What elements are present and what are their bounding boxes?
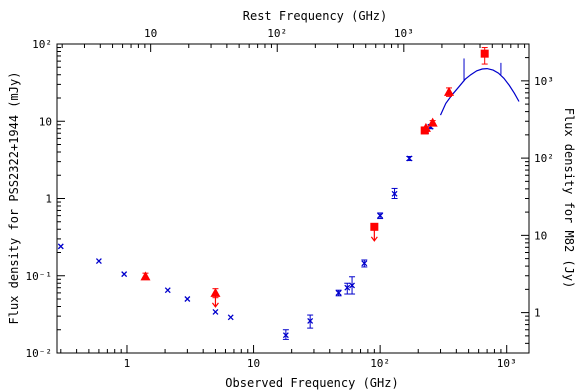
data-point-cross — [212, 308, 219, 315]
top-x-tick-label: 10 — [144, 27, 157, 40]
data-point-cross — [377, 212, 384, 219]
data-point-cross — [227, 314, 234, 321]
data-point-cross — [344, 284, 351, 291]
y-tick-label: 10² — [32, 38, 52, 51]
y-tick-label: 10⁻² — [26, 347, 53, 360]
right-y-tick-label: 10³ — [534, 75, 554, 88]
data-point-cross — [57, 243, 64, 250]
data-point-triangle — [420, 122, 431, 132]
data-point-cross — [282, 332, 289, 339]
x-tick-label: 1 — [124, 357, 131, 370]
data-point-cross — [349, 282, 356, 289]
data-point-cross — [95, 258, 102, 265]
data-point-triangle — [427, 117, 438, 127]
y-axis-label: Flux density for PSS2322+1944 (mJy) — [7, 72, 21, 325]
data-point-cross — [164, 287, 171, 294]
y-tick-label: 1 — [45, 193, 52, 206]
right-y-tick-label: 10² — [534, 152, 554, 165]
right-y-tick-label: 1 — [534, 307, 541, 320]
data-point-triangle — [140, 271, 151, 281]
y-tick-label: 10 — [39, 115, 52, 128]
data-point-triangle — [443, 86, 454, 96]
top-x-axis-label: Rest Frequency (GHz) — [243, 9, 388, 23]
data-point-triangle — [210, 287, 221, 297]
data-point-square — [480, 49, 489, 58]
upper-limit-arrowhead — [370, 236, 378, 242]
x-tick-label: 10³ — [497, 357, 517, 370]
x-tick-label: 10² — [370, 357, 390, 370]
x-tick-label: 10 — [247, 357, 260, 370]
top-x-tick-label: 10³ — [394, 27, 414, 40]
right-y-axis-label: Flux density for M82 (Jy) — [562, 108, 576, 289]
x-axis-label: Observed Frequency (GHz) — [225, 376, 398, 390]
axis-ticks: 1 10 10² 10³ 10 10² 10³ 10⁻² 10⁻¹ 1 10 10² 1 10 10² 10³ — [26, 27, 554, 370]
top-x-tick-label: 10² — [267, 27, 287, 40]
upper-limit-arrowhead — [211, 302, 219, 308]
data-marks — [57, 47, 520, 340]
data-point-cross — [184, 296, 191, 302]
model-curve — [439, 67, 520, 116]
data-point-cross — [361, 260, 368, 267]
data-point-square — [370, 222, 379, 231]
right-y-tick-label: 10 — [534, 229, 547, 242]
y-tick-label: 10⁻¹ — [26, 270, 53, 283]
data-point-cross — [121, 271, 128, 278]
data-point-cross — [335, 289, 342, 296]
data-point-cross — [391, 190, 398, 197]
data-point-cross — [406, 155, 413, 162]
plot-frame — [56, 43, 530, 354]
data-point-cross — [307, 317, 314, 324]
